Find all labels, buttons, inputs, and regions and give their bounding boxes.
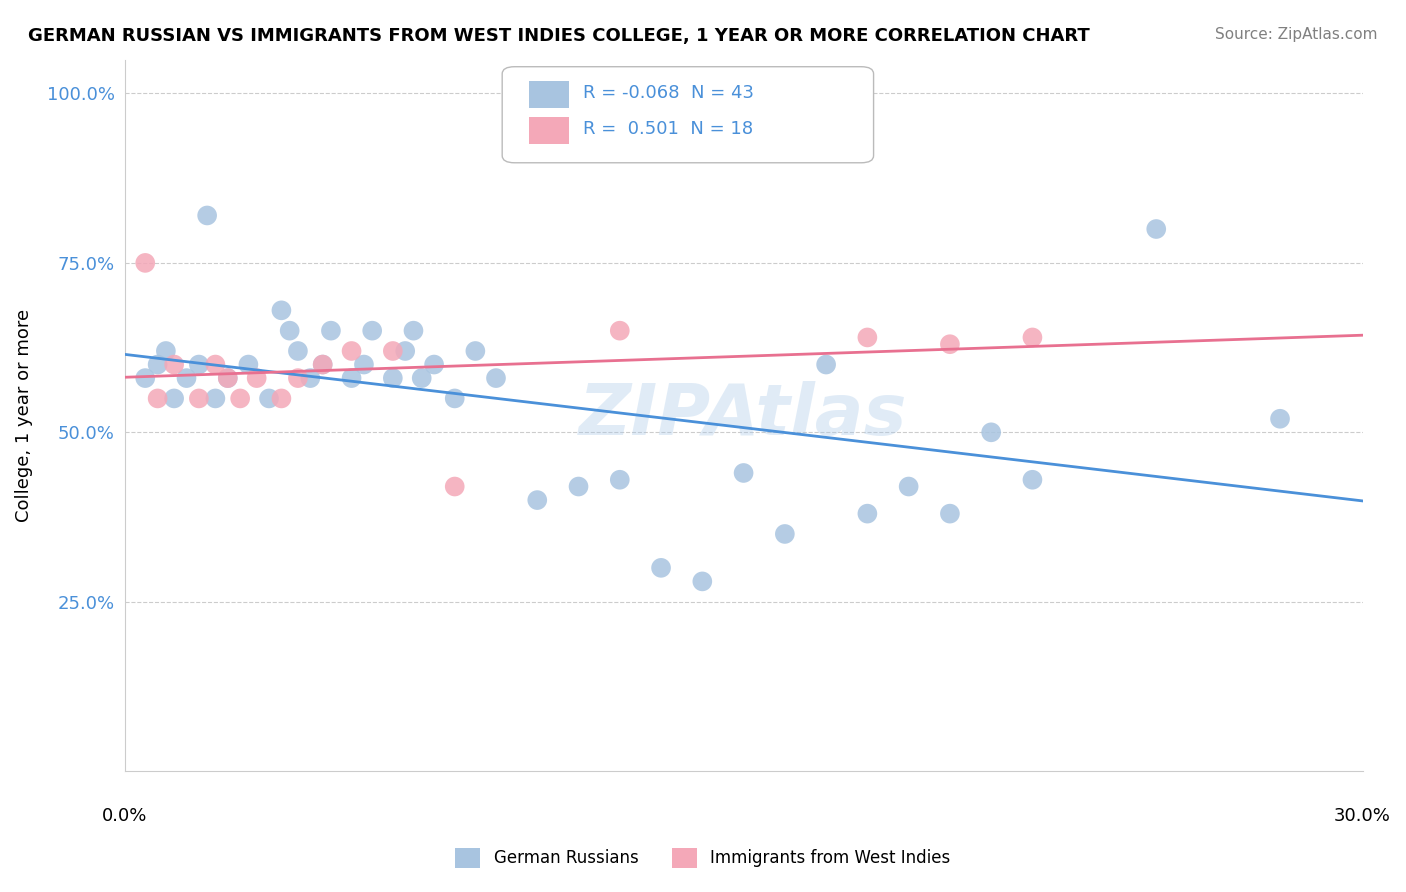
Point xyxy=(609,324,631,338)
Text: GERMAN RUSSIAN VS IMMIGRANTS FROM WEST INDIES COLLEGE, 1 YEAR OR MORE CORRELATIO: GERMAN RUSSIAN VS IMMIGRANTS FROM WEST I… xyxy=(28,27,1090,45)
Point xyxy=(270,303,292,318)
Point xyxy=(287,371,309,385)
Point xyxy=(187,392,209,406)
Point xyxy=(257,392,280,406)
Point xyxy=(485,371,508,385)
Point xyxy=(176,371,198,385)
Point xyxy=(394,343,416,358)
Point xyxy=(319,324,342,338)
Point xyxy=(134,256,156,270)
Text: R = -0.068  N = 43: R = -0.068 N = 43 xyxy=(582,84,754,102)
Point xyxy=(609,473,631,487)
Point xyxy=(287,343,309,358)
FancyBboxPatch shape xyxy=(530,81,569,108)
Point xyxy=(299,371,322,385)
Point xyxy=(567,479,589,493)
Point xyxy=(246,371,269,385)
Point xyxy=(1144,222,1167,236)
Point xyxy=(163,358,186,372)
FancyBboxPatch shape xyxy=(530,117,569,144)
Point xyxy=(381,371,404,385)
Point xyxy=(856,507,879,521)
Point xyxy=(187,358,209,372)
Point xyxy=(980,425,1002,440)
Point xyxy=(217,371,239,385)
Point xyxy=(163,392,186,406)
Text: ZIPAtlas: ZIPAtlas xyxy=(579,381,908,450)
Point xyxy=(155,343,177,358)
FancyBboxPatch shape xyxy=(502,67,873,162)
Point xyxy=(270,392,292,406)
Point xyxy=(733,466,755,480)
Point xyxy=(443,479,465,493)
Point xyxy=(526,493,548,508)
Point xyxy=(897,479,920,493)
Point xyxy=(229,392,252,406)
Point xyxy=(423,358,446,372)
Legend: German Russians, Immigrants from West Indies: German Russians, Immigrants from West In… xyxy=(449,841,957,875)
Point xyxy=(217,371,239,385)
Point xyxy=(340,343,363,358)
Point xyxy=(146,392,169,406)
Point xyxy=(312,358,335,372)
Point xyxy=(773,527,796,541)
Point xyxy=(238,358,260,372)
Point xyxy=(856,330,879,344)
Point xyxy=(650,561,672,575)
Point xyxy=(146,358,169,372)
Point xyxy=(1268,411,1291,425)
Y-axis label: College, 1 year or more: College, 1 year or more xyxy=(15,309,32,522)
Text: 30.0%: 30.0% xyxy=(1334,806,1391,825)
Point xyxy=(312,358,335,372)
Point xyxy=(361,324,384,338)
Text: 0.0%: 0.0% xyxy=(101,806,148,825)
Point xyxy=(204,358,226,372)
Point xyxy=(1021,473,1043,487)
Point xyxy=(443,392,465,406)
Point xyxy=(939,507,962,521)
Point xyxy=(353,358,375,372)
Point xyxy=(340,371,363,385)
Point xyxy=(815,358,838,372)
Point xyxy=(939,337,962,351)
Point xyxy=(402,324,425,338)
Text: R =  0.501  N = 18: R = 0.501 N = 18 xyxy=(582,120,752,137)
Text: Source: ZipAtlas.com: Source: ZipAtlas.com xyxy=(1215,27,1378,42)
Point xyxy=(1021,330,1043,344)
Point xyxy=(411,371,433,385)
Point xyxy=(195,209,218,223)
Point xyxy=(464,343,486,358)
Point xyxy=(134,371,156,385)
Point xyxy=(278,324,301,338)
Point xyxy=(692,574,714,589)
Point xyxy=(381,343,404,358)
Point xyxy=(204,392,226,406)
